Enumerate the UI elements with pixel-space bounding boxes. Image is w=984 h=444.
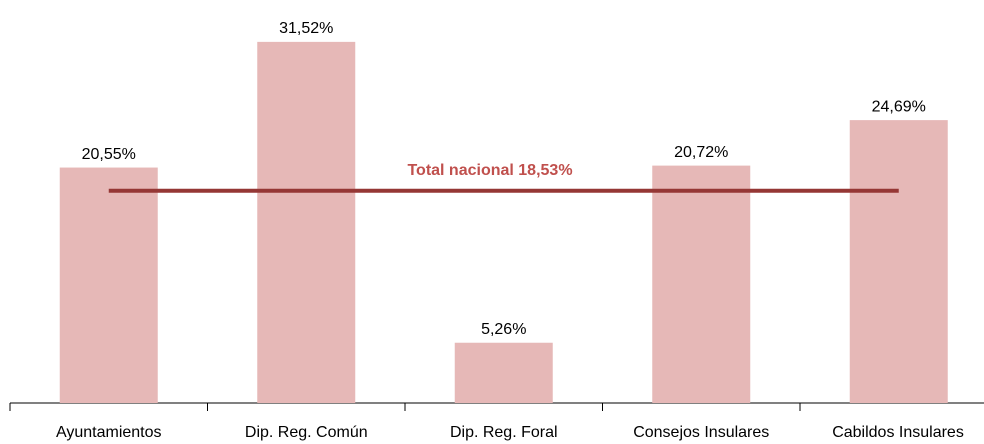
- value-label: 24,69%: [872, 98, 926, 115]
- bar: [257, 41, 356, 404]
- bar: [59, 167, 158, 403]
- bar: [454, 342, 553, 403]
- bar: [652, 165, 751, 403]
- x-tick-label: Consejos Insulares: [633, 424, 769, 441]
- value-label: 20,55%: [82, 146, 136, 163]
- x-tick-label: Dip. Reg. Foral: [450, 424, 558, 441]
- x-tick-label: Dip. Reg. Común: [245, 424, 368, 441]
- bar: [849, 120, 948, 404]
- x-tick-label: Ayuntamientos: [56, 424, 162, 441]
- value-label: 31,52%: [279, 20, 333, 37]
- x-tick-label: Cabildos Insulares: [832, 424, 964, 441]
- value-label: 20,72%: [674, 144, 728, 161]
- value-label: 5,26%: [481, 321, 526, 338]
- reference-label: Total nacional 18,53%: [407, 162, 572, 179]
